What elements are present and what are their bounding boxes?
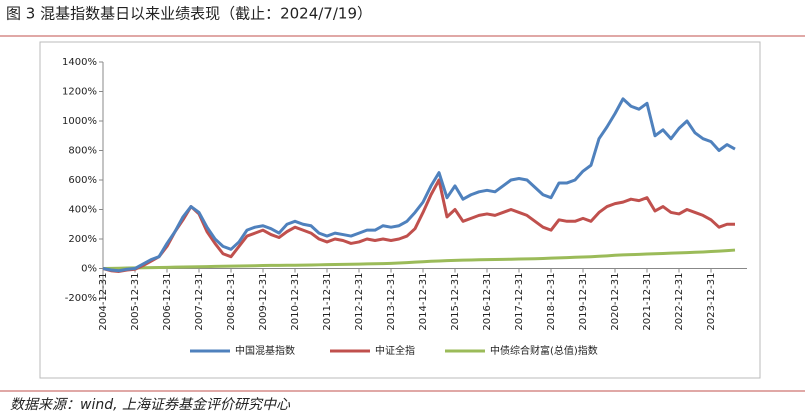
y-tick-label: 1000% (62, 116, 97, 127)
y-tick-label: -200% (65, 293, 97, 304)
x-tick-label: 2011-12-31 (322, 273, 333, 331)
chart-title: 图 3 混基指数基日以来业绩表现（截止：2024/7/19） (6, 5, 372, 23)
y-tick-label: 800% (68, 146, 97, 157)
x-tick-label: 2012-12-31 (354, 273, 365, 331)
x-tick-label: 2016-12-31 (482, 273, 493, 331)
x-tick-label: 2006-12-31 (162, 273, 173, 331)
legend-label: 中债综合财富(总值)指数 (490, 344, 598, 357)
y-tick-label: 400% (68, 205, 97, 216)
x-tick-label: 2021-12-31 (642, 273, 653, 331)
y-tick-label: 1200% (62, 87, 97, 98)
x-tick-label: 2007-12-31 (194, 273, 205, 331)
series-line (102, 97, 736, 273)
x-tick-label: 2004-12-31 (98, 273, 109, 331)
y-tick-label: 1400% (62, 57, 97, 68)
legend-label: 中国混基指数 (235, 344, 295, 357)
x-tick-label: 2008-12-31 (226, 273, 237, 331)
legend-label: 中证全指 (375, 344, 415, 357)
x-tick-label: 2014-12-31 (418, 273, 429, 331)
x-tick-label: 2013-12-31 (386, 273, 397, 331)
x-tick-label: 2022-12-31 (674, 273, 685, 331)
x-tick-label: 2019-12-31 (578, 273, 589, 331)
source: 数据来源：wind, 上海证券基金评价研究中心 (10, 397, 291, 413)
series-line (102, 178, 735, 273)
x-tick-label: 2010-12-31 (290, 273, 301, 331)
y-tick-label: 0% (81, 264, 97, 275)
y-tick-label: 200% (68, 234, 97, 245)
x-tick-label: 2017-12-31 (514, 273, 525, 331)
x-tick-label: 2015-12-31 (450, 273, 461, 331)
y-tick-label: 600% (68, 175, 97, 186)
series-line (102, 248, 736, 270)
chart-frame (39, 41, 761, 379)
x-tick-label: 2009-12-31 (258, 273, 269, 331)
x-tick-label: 2018-12-31 (546, 273, 557, 331)
x-tick-label: 2005-12-31 (130, 273, 141, 331)
x-tick-label: 2023-12-31 (706, 273, 717, 331)
x-tick-label: 2020-12-31 (610, 273, 621, 331)
